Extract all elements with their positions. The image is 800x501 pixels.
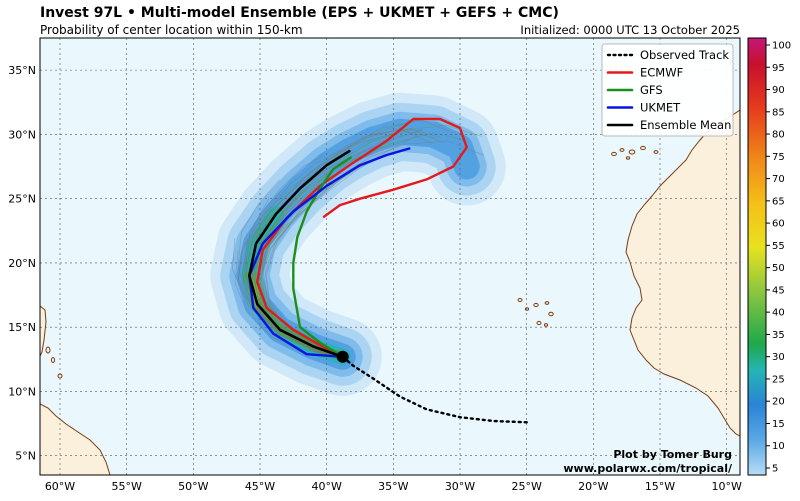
map-gridlines	[40, 38, 740, 475]
track-mean	[248, 149, 351, 359]
ensemble-member-track	[242, 129, 433, 360]
longitude-labels: 60°W 55°W 50°W 45°W 40°W 35°W 30°W 25°W 20°W 15°W…	[45, 480, 742, 493]
latitude-labels: 35°N 30°N 25°N 20°N 15°N 10°N 5°N	[8, 64, 36, 463]
longitude-label: 50°W	[178, 480, 208, 493]
map-title: Invest 97L • Multi-model Ensemble (EPS +…	[40, 5, 559, 21]
longitude-label: 20°W	[578, 480, 608, 493]
colorbar-tick-label: 85	[772, 107, 785, 118]
colorbar-tick-label: 55	[772, 241, 785, 252]
ensemble-member-track	[242, 127, 402, 356]
longitude-label: 30°W	[445, 480, 475, 493]
ensemble-member-track	[243, 130, 437, 354]
longitude-label: 10°W	[711, 480, 741, 493]
colorbar-tick-label: 75	[772, 152, 785, 163]
ensemble-member-track	[254, 153, 343, 361]
map-subtitle: Probability of center location within 15…	[40, 23, 303, 37]
africa-land	[625, 109, 740, 437]
legend-label: Ensemble Mean	[640, 118, 731, 132]
longitude-label: 55°W	[111, 480, 141, 493]
ensemble-member-track	[265, 129, 422, 357]
ensemble-member-track	[245, 128, 443, 361]
longitude-label: 15°W	[645, 480, 675, 493]
colorbar-tick-label: 60	[772, 219, 785, 230]
colorbar-tick-label: 40	[772, 308, 785, 319]
track-ecmwf	[256, 117, 468, 358]
legend-label: ECMWF	[640, 66, 683, 80]
ensemble-member-track	[244, 198, 343, 354]
longitude-label: 40°W	[311, 480, 341, 493]
colorbar-tick-label: 100	[772, 41, 791, 52]
legend-box	[601, 43, 734, 137]
legend: Observed Track ECMWF GFS UKMET Ensemble Mean	[601, 43, 734, 137]
colorbar-tick-label: 50	[772, 263, 785, 274]
latitude-label: 30°N	[8, 128, 36, 141]
track-ukmet	[248, 147, 411, 358]
south-america-land	[40, 403, 111, 475]
colorbar-tick-label: 30	[772, 352, 785, 363]
track-gfs	[292, 156, 352, 358]
colorbar-tick-label: 70	[772, 174, 785, 185]
ensemble-member-track	[244, 213, 343, 358]
colorbar-tick-label: 45	[772, 285, 785, 296]
ensemble-member-track	[234, 250, 343, 357]
ensemble-member-track	[246, 129, 413, 356]
credit-author: Plot by Tomer Burg	[613, 448, 732, 461]
colorbar-tick-label: 10	[772, 441, 785, 452]
credit-url: www.polarwx.com/tropical/	[563, 462, 733, 475]
current-position-marker	[336, 350, 349, 363]
colorbar: 100 95 90 85 80 75 70 65 60 55 50 45 40 35 30 25 20 15 10 5	[747, 37, 791, 476]
legend-label: UKMET	[640, 101, 681, 115]
ensemble-member-track	[245, 128, 443, 355]
latitude-label: 35°N	[8, 64, 36, 77]
islands	[45, 145, 659, 379]
colorbar-tick-label: 5	[772, 464, 778, 475]
colorbar-tick-label: 25	[772, 374, 785, 385]
ensemble-member-track	[241, 252, 343, 356]
ensemble-member-track	[253, 140, 391, 354]
colorbar-tick-label: 65	[772, 196, 785, 207]
colorbar-tick-label: 15	[772, 419, 785, 430]
colorbar-gradient	[747, 37, 767, 476]
longitude-label: 45°W	[245, 480, 275, 493]
colorbar-tick-label: 95	[772, 63, 785, 74]
lesser-antilles-land	[40, 305, 47, 357]
latitude-label: 25°N	[8, 193, 36, 206]
colorbar-tick-label: 90	[772, 85, 785, 96]
latitude-label: 10°N	[8, 385, 36, 398]
ensemble-member-track	[237, 179, 343, 358]
track-observed	[341, 355, 528, 424]
model-tracks	[248, 117, 528, 424]
latitude-label: 5°N	[15, 450, 36, 463]
colorbar-tick-label: 20	[772, 397, 785, 408]
longitude-label: 60°W	[45, 480, 75, 493]
map-frame	[39, 37, 741, 476]
ensemble-member-track	[259, 140, 484, 361]
colorbar-tick-label: 80	[772, 130, 785, 141]
latitude-label: 20°N	[8, 257, 36, 270]
longitude-label: 35°W	[378, 480, 408, 493]
legend-label: GFS	[640, 83, 663, 97]
latitude-label: 15°N	[8, 321, 36, 334]
longitude-label: 25°W	[511, 480, 541, 493]
legend-label: Observed Track	[640, 48, 729, 62]
colorbar-tick-label: 35	[772, 330, 785, 341]
initialized-time: Initialized: 0000 UTC 13 October 2025	[520, 23, 740, 37]
